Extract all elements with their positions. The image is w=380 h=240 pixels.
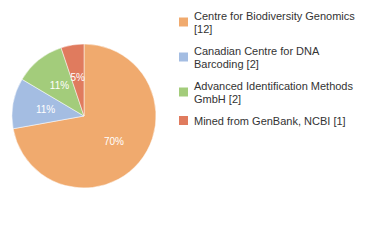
svg-text:11%: 11% xyxy=(50,80,69,91)
svg-text:GmbH [2]: GmbH [2] xyxy=(194,93,241,105)
svg-text:Mined from GenBank, NCBI [1]: Mined from GenBank, NCBI [1] xyxy=(194,115,346,127)
svg-text:11%: 11% xyxy=(36,104,55,115)
svg-text:Advanced Identification Method: Advanced Identification Methods xyxy=(194,80,356,92)
svg-text:5%: 5% xyxy=(70,72,85,83)
svg-text:Barcoding [2]: Barcoding [2] xyxy=(194,58,259,70)
svg-text:70%: 70% xyxy=(104,136,124,147)
svg-text:Canadian Centre for DNA: Canadian Centre for DNA xyxy=(194,45,322,57)
svg-text:[12]: [12] xyxy=(194,23,212,35)
svg-text:Centre for Biodiversity Genomi: Centre for Biodiversity Genomics xyxy=(194,10,358,22)
